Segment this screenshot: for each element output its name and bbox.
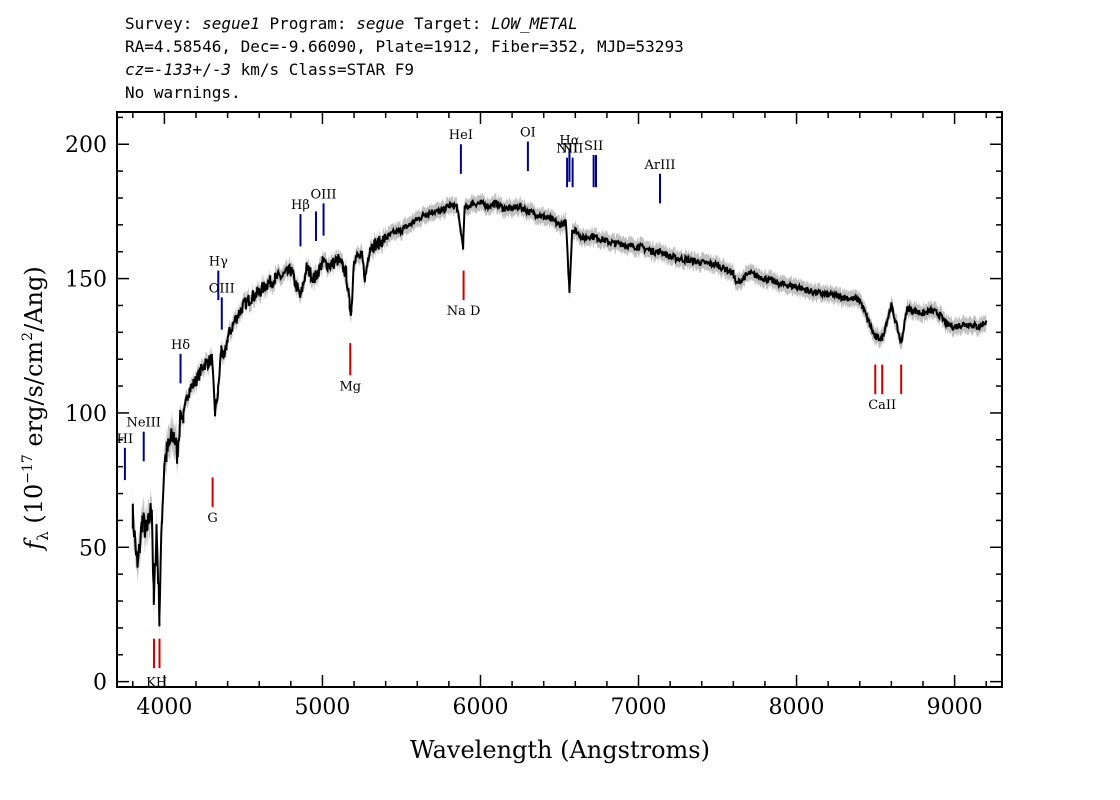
x-axis-title: Wavelength (Angstroms) bbox=[410, 736, 710, 764]
cz-label: cz bbox=[125, 60, 145, 79]
y-axis-title-exp2: 2 bbox=[20, 332, 36, 341]
line-label-H-alpha: Hα bbox=[559, 134, 579, 149]
y-tick-label: 150 bbox=[65, 268, 107, 293]
program-value: segue bbox=[356, 14, 405, 33]
y-axis-title-open: (10 bbox=[20, 484, 48, 532]
line-label-G-band: G bbox=[207, 511, 217, 526]
header-line-survey: Survey: segue1 Program: segue Target: LO… bbox=[125, 12, 684, 35]
target-label: Target: bbox=[404, 14, 492, 33]
cz-error: 3 bbox=[221, 60, 231, 79]
y-axis-title-close: /Ang) bbox=[20, 266, 48, 332]
line-label-H-delta: Hδ bbox=[171, 338, 190, 353]
cz-value: -133 bbox=[153, 60, 193, 79]
axes: 4000 5000 6000 7000 8000 9000 0 50 100 150 200 bbox=[65, 111, 1003, 720]
spectrum-error-band bbox=[132, 192, 987, 643]
line-label-Mg: Mg bbox=[339, 379, 361, 394]
x-tick-label: 9000 bbox=[927, 695, 983, 720]
line-label-H-beta: Hβ bbox=[291, 198, 310, 213]
header-line-redshift: cz=-133+/-3 km/s Class=STAR F9 bbox=[125, 58, 684, 81]
target-value: LOW_METAL bbox=[491, 14, 578, 33]
spectrum-line bbox=[131, 198, 988, 627]
cz-rest: km/s Class=STAR F9 bbox=[230, 60, 415, 79]
line-label-Ne-III: NeIII bbox=[126, 416, 160, 431]
x-tick-label: 8000 bbox=[769, 695, 825, 720]
line-label-H-gamma: Hγ bbox=[209, 255, 228, 270]
line-label-He-I: HeI bbox=[449, 128, 473, 143]
header-line-coordinates: RA=4.58546, Dec=-9.66090, Plate=1912, Fi… bbox=[125, 37, 684, 56]
plot-frame bbox=[116, 111, 1003, 688]
line-label-S-II-6716: SII bbox=[584, 139, 603, 154]
x-tick-label: 4000 bbox=[136, 695, 192, 720]
survey-value: segue1 bbox=[202, 14, 260, 33]
program-label: Program: bbox=[259, 14, 357, 33]
x-tick-label: 7000 bbox=[611, 695, 667, 720]
line-label-N-II-6548: NII bbox=[556, 142, 578, 157]
header-line-warnings: No warnings. bbox=[125, 83, 241, 102]
cz-equals: = bbox=[144, 60, 154, 79]
line-label-O-III-5007: OIII bbox=[311, 187, 337, 202]
y-tick-label: 200 bbox=[65, 133, 107, 158]
line-label-Ca-II-8542: CaII bbox=[868, 398, 896, 413]
y-axis-title: fλ (10−17 erg/s/cm2/Ang) bbox=[20, 266, 52, 551]
line-label-Ar-III: ArIII bbox=[644, 158, 676, 173]
y-tick-label: 0 bbox=[93, 671, 107, 696]
x-tick-label: 5000 bbox=[294, 695, 350, 720]
x-tick-label: 6000 bbox=[452, 695, 508, 720]
spectrum-header: Survey: segue1 Program: segue Target: LO… bbox=[125, 12, 684, 104]
line-label-N-II-6583: NII bbox=[562, 142, 584, 157]
survey-label: Survey: bbox=[125, 14, 203, 33]
line-label-H-I: HI bbox=[117, 432, 133, 447]
y-axis-title-lambda: λ bbox=[34, 531, 52, 541]
y-axis-title-mid: erg/s/cm bbox=[20, 341, 48, 455]
line-label-O-I: OI bbox=[520, 126, 536, 141]
line-label-O-III-4363: OIII bbox=[209, 281, 235, 296]
line-label-Na-D: Na D bbox=[447, 304, 481, 319]
y-axis-title-exp1: −17 bbox=[20, 454, 36, 484]
cz-plus-minus: +/- bbox=[192, 60, 222, 79]
y-tick-label: 50 bbox=[79, 536, 107, 561]
y-tick-label: 100 bbox=[65, 402, 107, 427]
